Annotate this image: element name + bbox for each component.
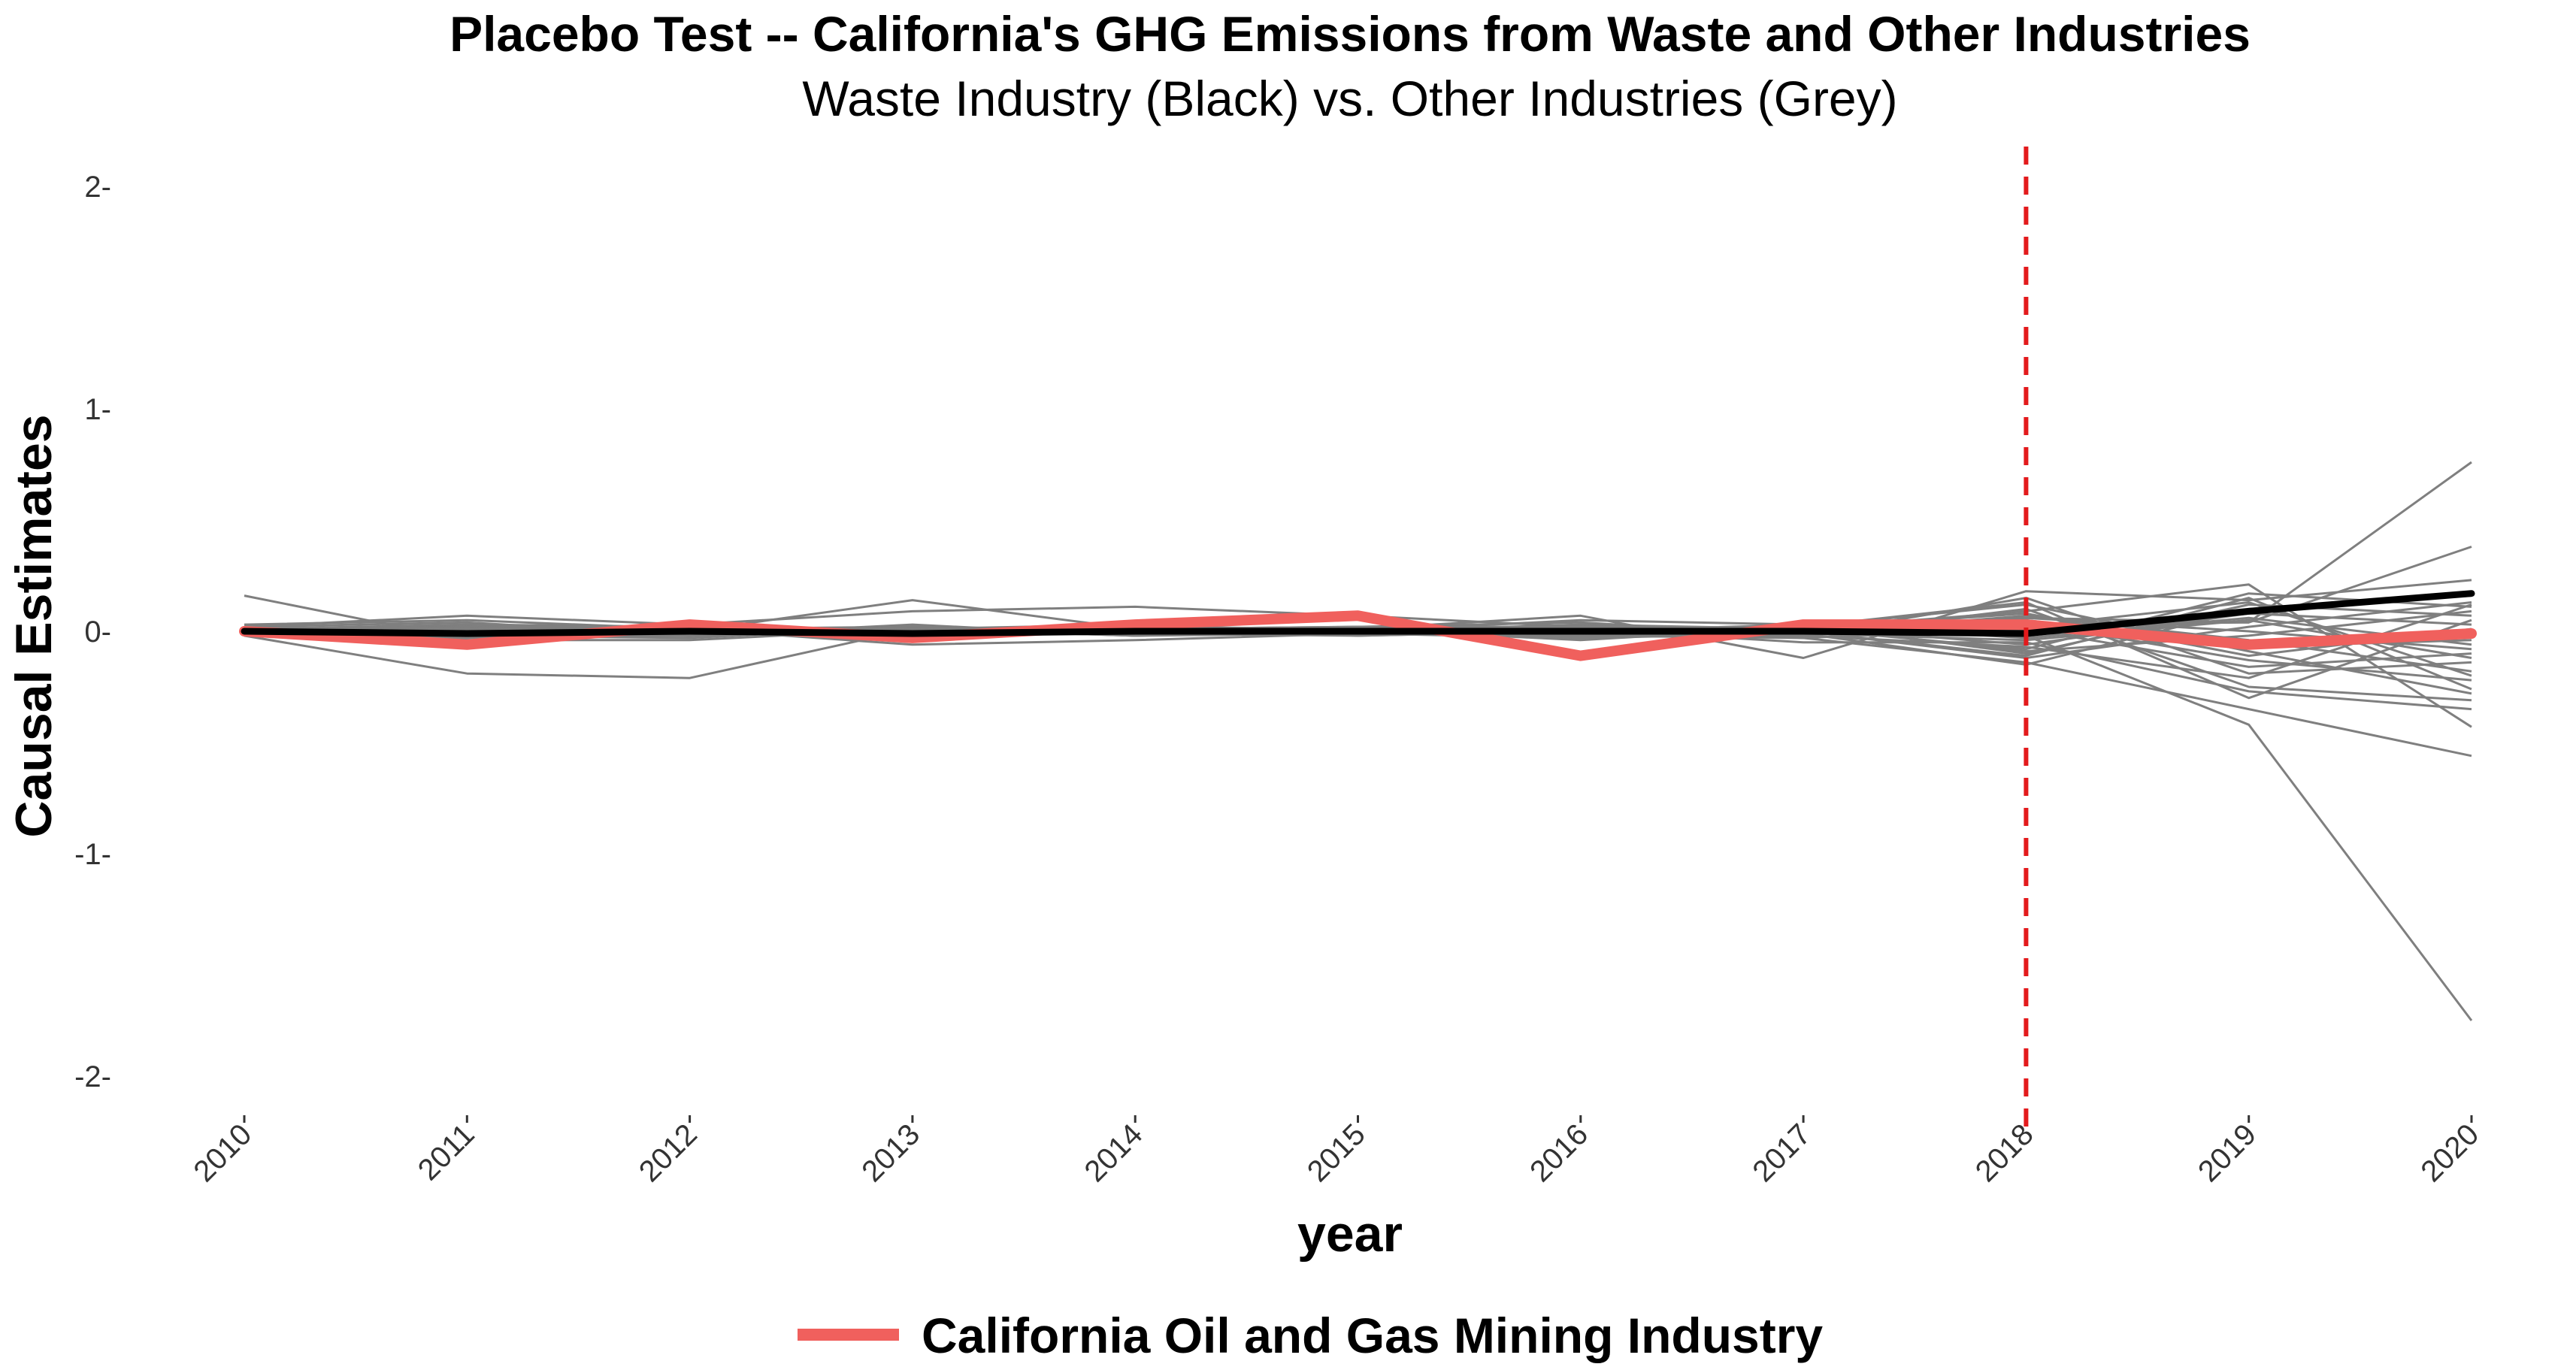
legend-label-highlight: California Oil and Gas Mining Industry — [922, 1308, 1823, 1363]
y-tick-label: 1- — [84, 393, 111, 426]
y-tick-label: 2- — [84, 171, 111, 204]
y-tick-label: 0- — [84, 615, 111, 649]
y-axis-title: Causal Estimates — [5, 414, 62, 837]
chart-subtitle: Waste Industry (Black) vs. Other Industr… — [802, 71, 1897, 126]
chart-title: Placebo Test -- California's GHG Emissio… — [450, 6, 2251, 62]
legend: California Oil and Gas Mining Industry — [798, 1308, 1823, 1363]
y-tick-label: -2- — [74, 1060, 111, 1093]
waste-series-line — [241, 590, 2475, 637]
y-tick-label: -1- — [74, 838, 111, 871]
x-axis-title: year — [1297, 1205, 1403, 1263]
y-axis-ticks: -2- -1- 0- 1- 2- — [74, 171, 111, 1093]
waste-series-group — [241, 590, 2475, 637]
